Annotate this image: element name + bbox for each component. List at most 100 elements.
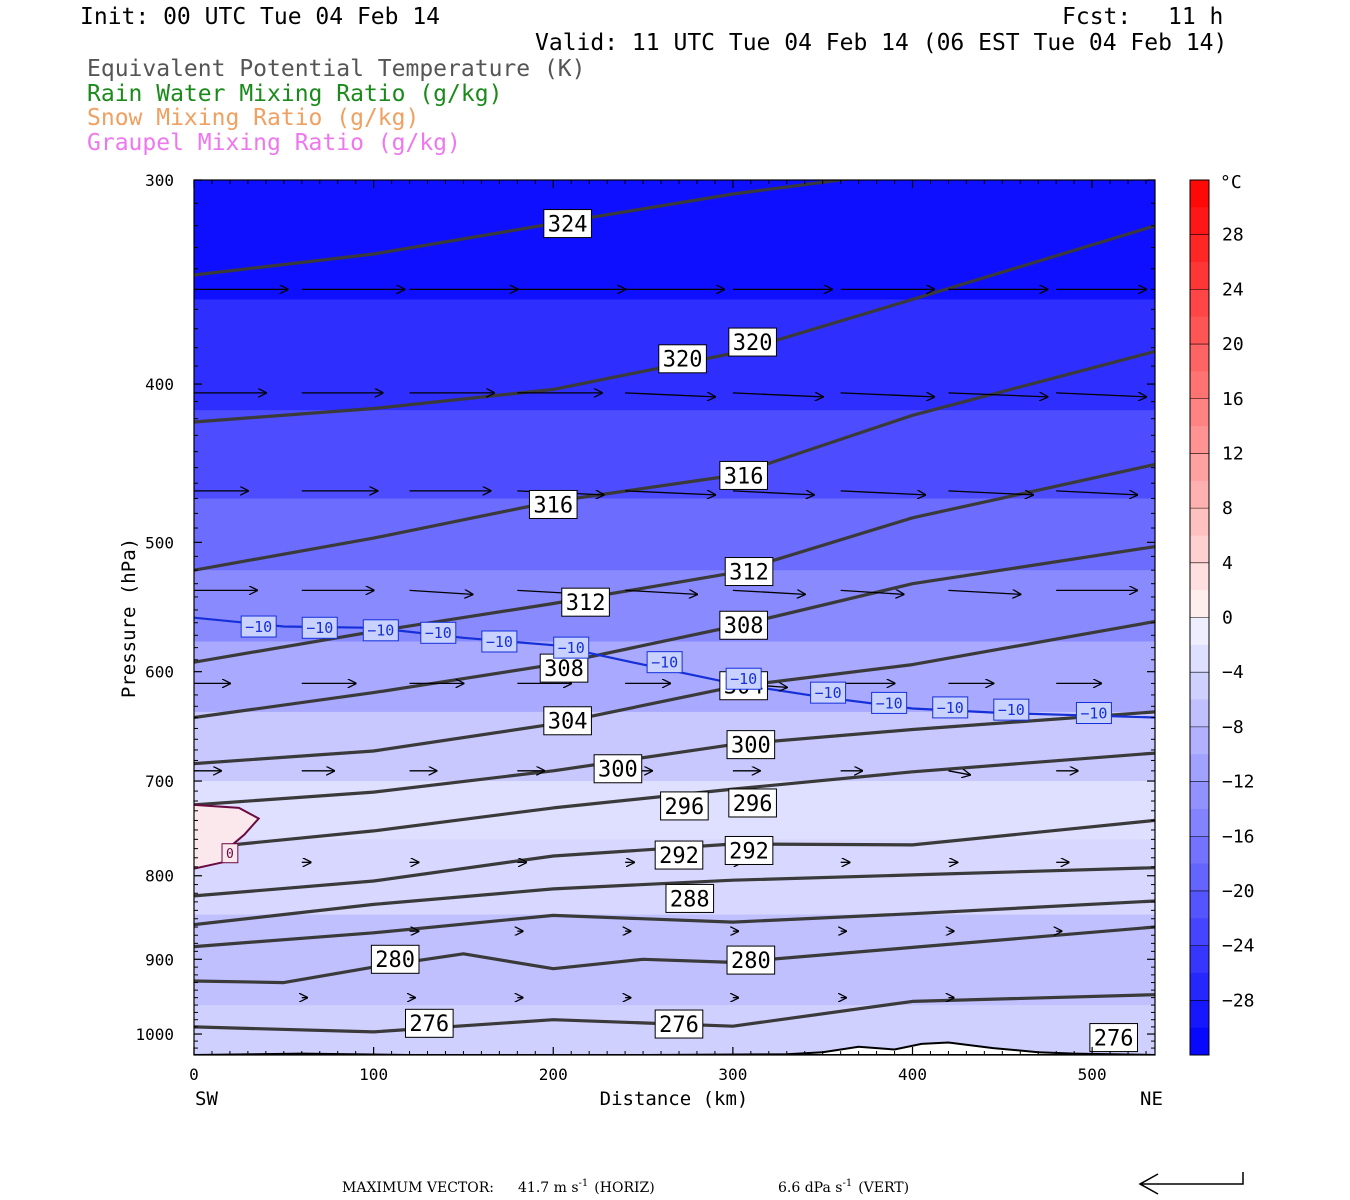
colorbar-segment [1190,918,1209,947]
theta-e-contour-line [194,751,1155,851]
theta-e-contour-line [194,710,1155,807]
colorbar-segment [1190,234,1209,263]
colorbar-tick-label: −28 [1222,990,1255,1011]
terrain [194,1041,1155,1055]
theta-e-contour-line [194,349,1155,572]
theta-e-label-text: 276 [659,1013,699,1038]
theta-e-label-text: 276 [1094,1026,1134,1051]
isotherm-minus10-label-text: −10 [815,684,842,702]
vert-vector-suffix: (VERT) [858,1180,909,1196]
isotherm-minus10-label-text: −10 [425,624,452,642]
x-start-label: SW [195,1088,218,1110]
isotherm-minus10-label-text: −10 [730,670,757,688]
theta-e-contour-line [194,545,1155,720]
isotherm-minus10-label-text: −10 [558,639,585,657]
colorbar-segment [1190,453,1209,482]
theta-e-label: 308 [719,610,768,640]
theta-e-label-text: 300 [731,734,771,759]
wind-vector [732,491,814,495]
y-tick-label: 500 [145,533,174,552]
theta-e-label: 296 [728,788,777,818]
colorbar-segment [1190,672,1209,701]
theta-e-label-box [405,1008,454,1038]
theta-e-label-text: 288 [670,887,710,912]
horiz-vector-value: 41.7 m s-1 (HORIZ) [518,1178,655,1196]
temperature-band [194,498,1155,572]
theta-e-label: 300 [726,730,776,760]
theta-e-label: 288 [665,883,715,913]
isotherm-minus10-label: −10 [932,696,969,719]
vert-vector-number: 6.6 dPa s [778,1180,842,1196]
max-vector-label: MAXIMUM VECTOR: [342,1180,494,1196]
vert-vector-exponent: -1 [842,1178,852,1189]
wind-vector [732,393,823,397]
theta-e-label-text: 308 [724,614,764,639]
colorbar-segment [1190,316,1209,345]
theta-e-label: 280 [726,945,776,975]
theta-e-label-box [528,489,578,519]
wind-vector [1056,393,1146,397]
isotherm-minus10-label-box [810,681,847,704]
theta-e-label-text: 324 [548,212,588,237]
legend-item-snow: Snow Mixing Ratio (g/kg) [87,105,420,131]
theta-e-label-box [561,587,610,617]
theta-e-contour-line [194,224,1155,424]
isotherm-minus10-label: −10 [725,667,762,690]
colorbar-segment [1190,972,1209,1001]
y-tick-label: 300 [145,171,174,190]
theta-e-label-text: 316 [724,464,764,489]
isotherm-minus10-label-box [646,651,683,674]
theta-e-label-text: 304 [548,710,588,735]
forecast-hour-label: Fcst: [1062,4,1132,30]
isotherm-minus10-label-box [420,621,457,644]
x-axis-label: Distance (km) [600,1088,749,1110]
legend-item-rain-water: Rain Water Mixing Ratio (g/kg) [87,81,503,107]
colorbar-segment [1190,180,1209,208]
isotherm-minus10-label-box [240,615,277,638]
isotherm-minus10-label-box [1075,702,1112,725]
isotherm-minus10-label-box [725,667,762,690]
theta-e-label: 296 [660,791,709,821]
theta-e-label-text: 292 [729,839,769,864]
colorbar-segment [1190,426,1209,454]
valid-time: Valid: 11 UTC Tue 04 Feb 14 (06 EST Tue … [535,30,1228,56]
colorbar-tick-label: −8 [1222,717,1244,738]
x-tick-label: 400 [898,1065,927,1084]
y-tick-label: 400 [145,375,174,394]
theta-e-contour-line [194,180,853,277]
isotherm-minus10-label: −10 [362,619,399,642]
colorbar-tick-label: −24 [1222,936,1255,957]
isotherm-minus10-label-box [932,696,969,719]
wind-vectors [194,289,1155,997]
init-time: Init: 00 UTC Tue 04 Feb 14 [80,4,441,30]
colorbar-segment [1190,371,1209,400]
wind-vector [948,491,1033,495]
isotherm-minus10-label: −10 [553,636,590,659]
temperature-fill [194,180,1155,1055]
isotherm-zero-label-text: 0 [226,847,234,862]
colorbar: 28 24 20 16 12 8 4 0 −4 −8 −12 −16 −20 −24 −28 [1189,179,1255,1056]
temperature-band [194,410,1155,500]
wind-vector [1056,491,1137,495]
colorbar-segment [1190,808,1209,837]
temperature-band [194,180,1155,301]
theta-e-label: 316 [719,460,768,490]
wind-vector [625,491,715,495]
theta-e-contour-line [194,925,1155,985]
x-tick-label: 500 [1078,1065,1107,1084]
isotherm-minus10-label-text: −10 [876,694,903,712]
isotherm-zero-label-box [221,843,239,864]
isotherm-minus10-label: −10 [301,616,338,639]
reference-vector-icon [1138,1172,1244,1195]
theta-e-contour-line [194,899,1155,949]
theta-e-label-box [728,788,777,818]
wind-vector [948,771,970,775]
colorbar-segment [1190,863,1209,892]
theta-e-label-text: 280 [375,948,415,973]
isotherm-minus10-label: −10 [810,681,847,704]
colorbar-tick-label: 28 [1222,225,1244,246]
temperature-band [194,570,1155,643]
colorbar-segment [1190,1000,1209,1029]
wind-vector [840,491,926,495]
theta-e-label: 276 [1089,1023,1138,1053]
